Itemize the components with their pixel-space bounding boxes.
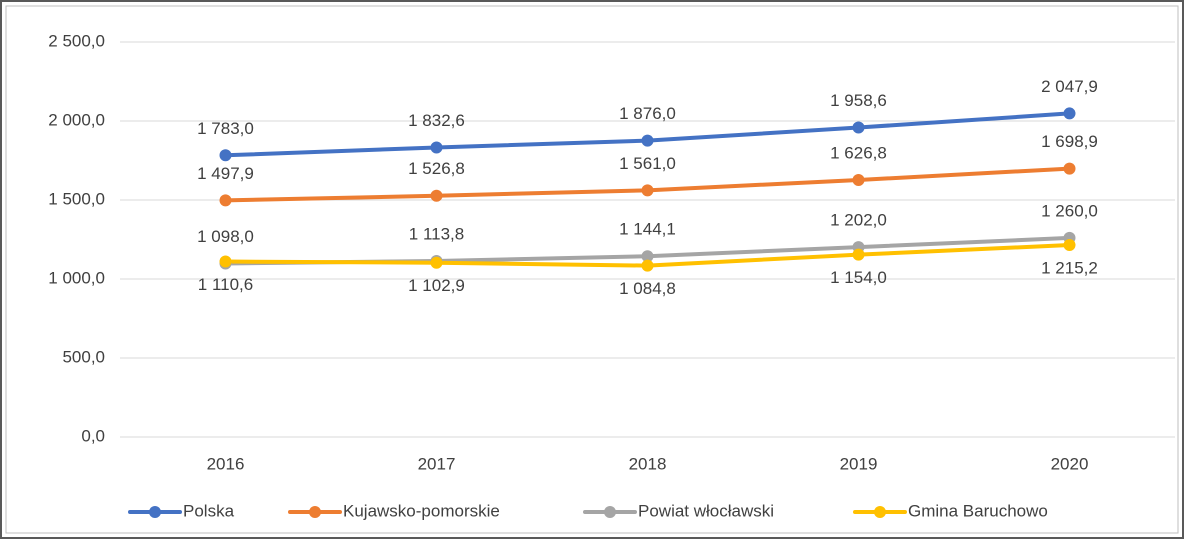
point: [641, 134, 654, 147]
y-tick-label: 2 000,0: [48, 110, 105, 129]
point: [219, 194, 232, 207]
data-label: 1 202,0: [830, 211, 887, 230]
point: [852, 173, 865, 186]
point: [219, 255, 232, 268]
y-tick-label: 500,0: [62, 347, 105, 366]
legend-label: Gmina Baruchowo: [908, 501, 1048, 520]
point: [641, 184, 654, 197]
data-label: 1 626,8: [830, 143, 887, 162]
point: [430, 256, 443, 269]
x-tick-label: 2019: [840, 454, 878, 473]
point: [852, 121, 865, 134]
data-label: 1 144,1: [619, 220, 676, 239]
legend-label: Powiat włocławski: [638, 501, 774, 520]
x-tick-label: 2016: [207, 454, 245, 473]
chart-inner-frame: [5, 5, 1179, 534]
data-label: 1 113,8: [409, 225, 464, 244]
point: [852, 248, 865, 261]
point: [641, 250, 654, 263]
y-tick-label: 1 000,0: [48, 268, 105, 287]
point: [430, 141, 443, 154]
data-label: 1 832,6: [408, 111, 465, 130]
data-label: 1 958,6: [830, 91, 887, 110]
point: [430, 189, 443, 202]
data-label: 1 260,0: [1041, 201, 1098, 220]
x-tick-label: 2018: [629, 454, 667, 473]
x-tick-label: 2020: [1051, 454, 1089, 473]
data-label: 1 783,0: [197, 119, 254, 138]
data-label: 1 526,8: [408, 159, 465, 178]
point: [641, 259, 654, 272]
data-label: 1 497,9: [197, 164, 254, 183]
data-label: 1 876,0: [619, 104, 676, 123]
y-tick-label: 1 500,0: [48, 189, 105, 208]
data-label: 1 084,8: [619, 279, 676, 298]
legend-marker: [874, 506, 886, 518]
legend-label: Kujawsko-pomorskie: [343, 501, 500, 520]
x-tick-label: 2017: [418, 454, 456, 473]
point: [219, 149, 232, 162]
data-label: 1 110,6: [198, 275, 253, 294]
data-label: 2 047,9: [1041, 77, 1098, 96]
point: [1063, 162, 1076, 175]
data-label: 1 102,9: [408, 276, 465, 295]
data-label: 1 098,0: [197, 227, 254, 246]
legend-marker: [149, 506, 161, 518]
point: [1063, 107, 1076, 120]
legend-marker: [604, 506, 616, 518]
data-label: 1 698,9: [1041, 132, 1098, 151]
data-label: 1 215,2: [1041, 258, 1098, 277]
y-tick-label: 2 500,0: [48, 31, 105, 50]
legend-label: Polska: [183, 501, 235, 520]
point: [1063, 238, 1076, 251]
y-tick-label: 0,0: [81, 426, 105, 445]
data-label: 1 154,0: [830, 268, 887, 287]
data-label: 1 561,0: [619, 154, 676, 173]
legend-marker: [309, 506, 321, 518]
